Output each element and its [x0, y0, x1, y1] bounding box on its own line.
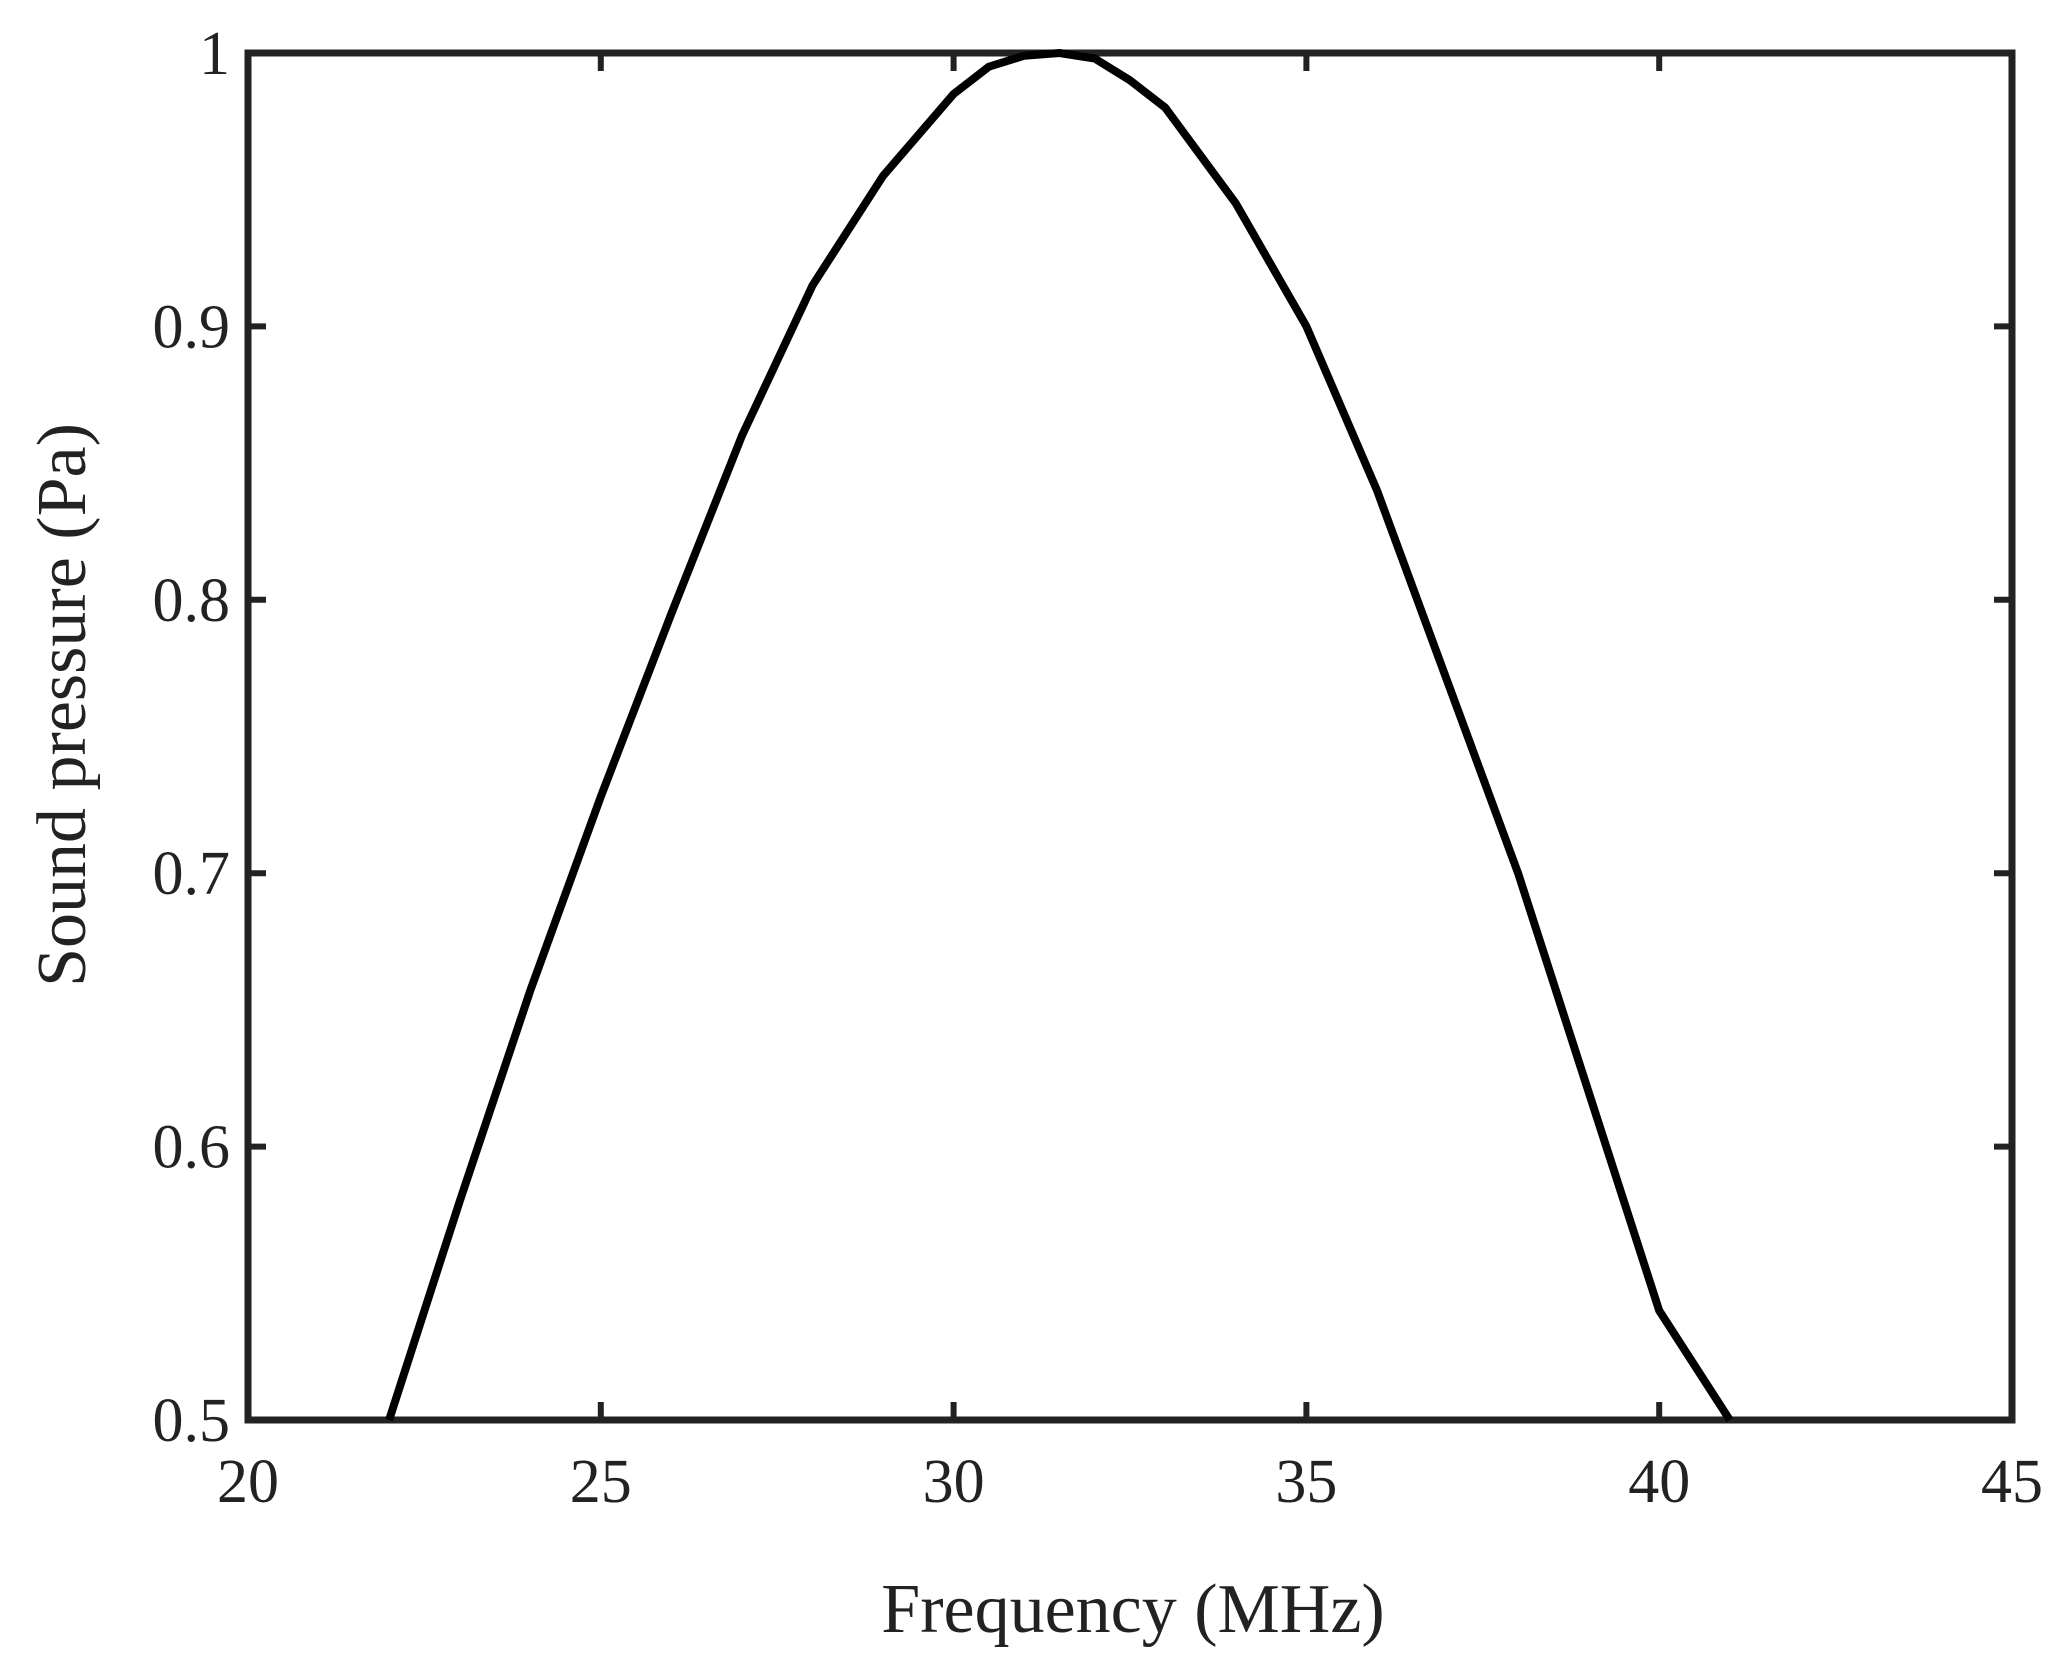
y-tick-label: 0.8 — [153, 567, 231, 635]
y-tick-label: 0.9 — [153, 293, 231, 361]
series-line-0 — [385, 49, 1734, 1423]
y-axis-label: Sound pressure (Pa) — [24, 423, 101, 987]
x-tick-label: 25 — [570, 1448, 632, 1516]
y-axis-ticks: 0.5 0.6 0.7 0.8 0.9 1 — [153, 20, 2012, 1455]
x-tick-label: 45 — [1981, 1448, 2043, 1516]
y-tick-label: 0.5 — [153, 1387, 231, 1455]
x-tick-label: 30 — [923, 1448, 985, 1516]
y-tick-label: 0.7 — [153, 840, 231, 908]
x-axis-label: Frequency (MHz) — [881, 1571, 1384, 1648]
x-tick-label: 35 — [1275, 1448, 1337, 1516]
y-tick-label: 1 — [199, 20, 230, 88]
x-tick-label: 40 — [1628, 1448, 1690, 1516]
plot-area — [244, 49, 2016, 1424]
x-tick-label: 20 — [217, 1448, 279, 1516]
x-axis-ticks: 20 25 30 35 40 45 — [217, 53, 2043, 1516]
y-tick-label: 0.6 — [153, 1114, 231, 1182]
plot-frame — [244, 49, 2016, 1424]
